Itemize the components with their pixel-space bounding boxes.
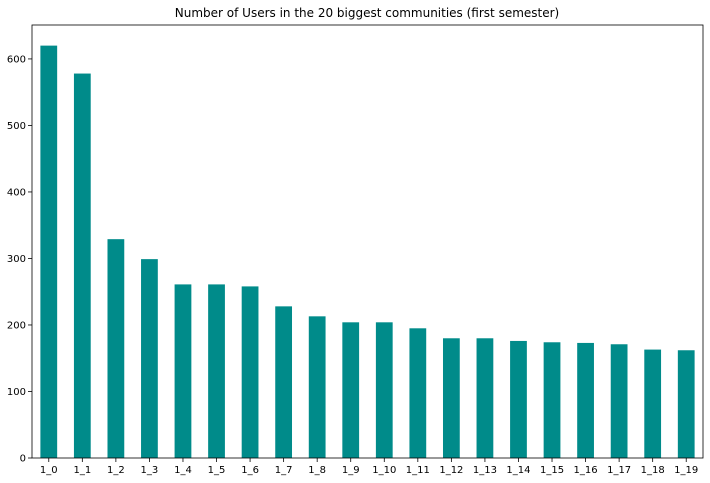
bar-1_12 — [442, 338, 460, 458]
bar-1_15 — [543, 342, 561, 458]
bar-1_5 — [208, 284, 225, 458]
bar-1_0 — [40, 45, 58, 459]
x-tick-label: 1_11 — [406, 465, 430, 476]
bar-1_8 — [308, 316, 326, 458]
x-tick-label: 1_16 — [574, 465, 598, 476]
bar-1_16 — [577, 342, 594, 458]
x-tick-label: 1_13 — [473, 465, 497, 476]
bar-1_1 — [73, 73, 91, 459]
x-tick-label: 1_12 — [439, 465, 463, 476]
bar-1_7 — [275, 306, 293, 458]
x-tick-label: 1_19 — [674, 465, 698, 476]
y-tick-label: 100 — [7, 387, 26, 398]
x-tick-label: 1_18 — [641, 465, 665, 476]
x-tick-label: 1_9 — [342, 465, 360, 476]
bar-1_19 — [677, 350, 695, 458]
chart-title: Number of Users in the 20 biggest commun… — [175, 6, 559, 20]
bar-1_3 — [141, 259, 158, 458]
bar-1_13 — [476, 338, 494, 458]
x-tick-label: 1_0 — [40, 465, 58, 476]
bar-1_4 — [174, 284, 192, 458]
bar-1_6 — [241, 286, 259, 458]
x-tick-label: 1_14 — [506, 465, 530, 476]
y-tick-label: 0 — [20, 454, 26, 465]
x-tick-label: 1_15 — [540, 465, 564, 476]
x-tick-label: 1_17 — [607, 465, 631, 476]
x-tick-label: 1_6 — [241, 465, 259, 476]
bar-1_11 — [409, 328, 427, 458]
bars-layer — [40, 45, 695, 459]
y-tick-label: 200 — [7, 320, 26, 331]
y-axis: 0 100 200 300 400 500 600 — [7, 54, 32, 465]
bar-1_2 — [107, 239, 125, 458]
y-tick-label: 400 — [7, 187, 26, 198]
y-tick-label: 500 — [7, 121, 26, 132]
x-tick-label: 1_3 — [141, 465, 159, 476]
bar-1_14 — [510, 340, 527, 458]
y-tick-label: 600 — [7, 54, 26, 65]
bar-1_18 — [644, 349, 662, 458]
bar-1_17 — [610, 344, 628, 458]
x-tick-label: 1_4 — [174, 465, 192, 476]
x-tick-label: 1_8 — [308, 465, 326, 476]
x-tick-label: 1_2 — [107, 465, 125, 476]
plot-frame — [31, 24, 704, 459]
y-tick-label: 300 — [7, 254, 26, 265]
x-tick-label: 1_5 — [208, 465, 226, 476]
bar-1_9 — [342, 322, 360, 458]
x-tick-label: 1_10 — [372, 465, 396, 476]
x-tick-label: 1_7 — [275, 465, 293, 476]
x-tick-label: 1_1 — [73, 465, 91, 476]
x-axis: 1_0 1_1 1_2 1_3 1_4 1_5 1_6 1_7 1_8 1_9 1_10 1_11 1_… — [40, 458, 698, 476]
bar-1_10 — [375, 322, 393, 458]
